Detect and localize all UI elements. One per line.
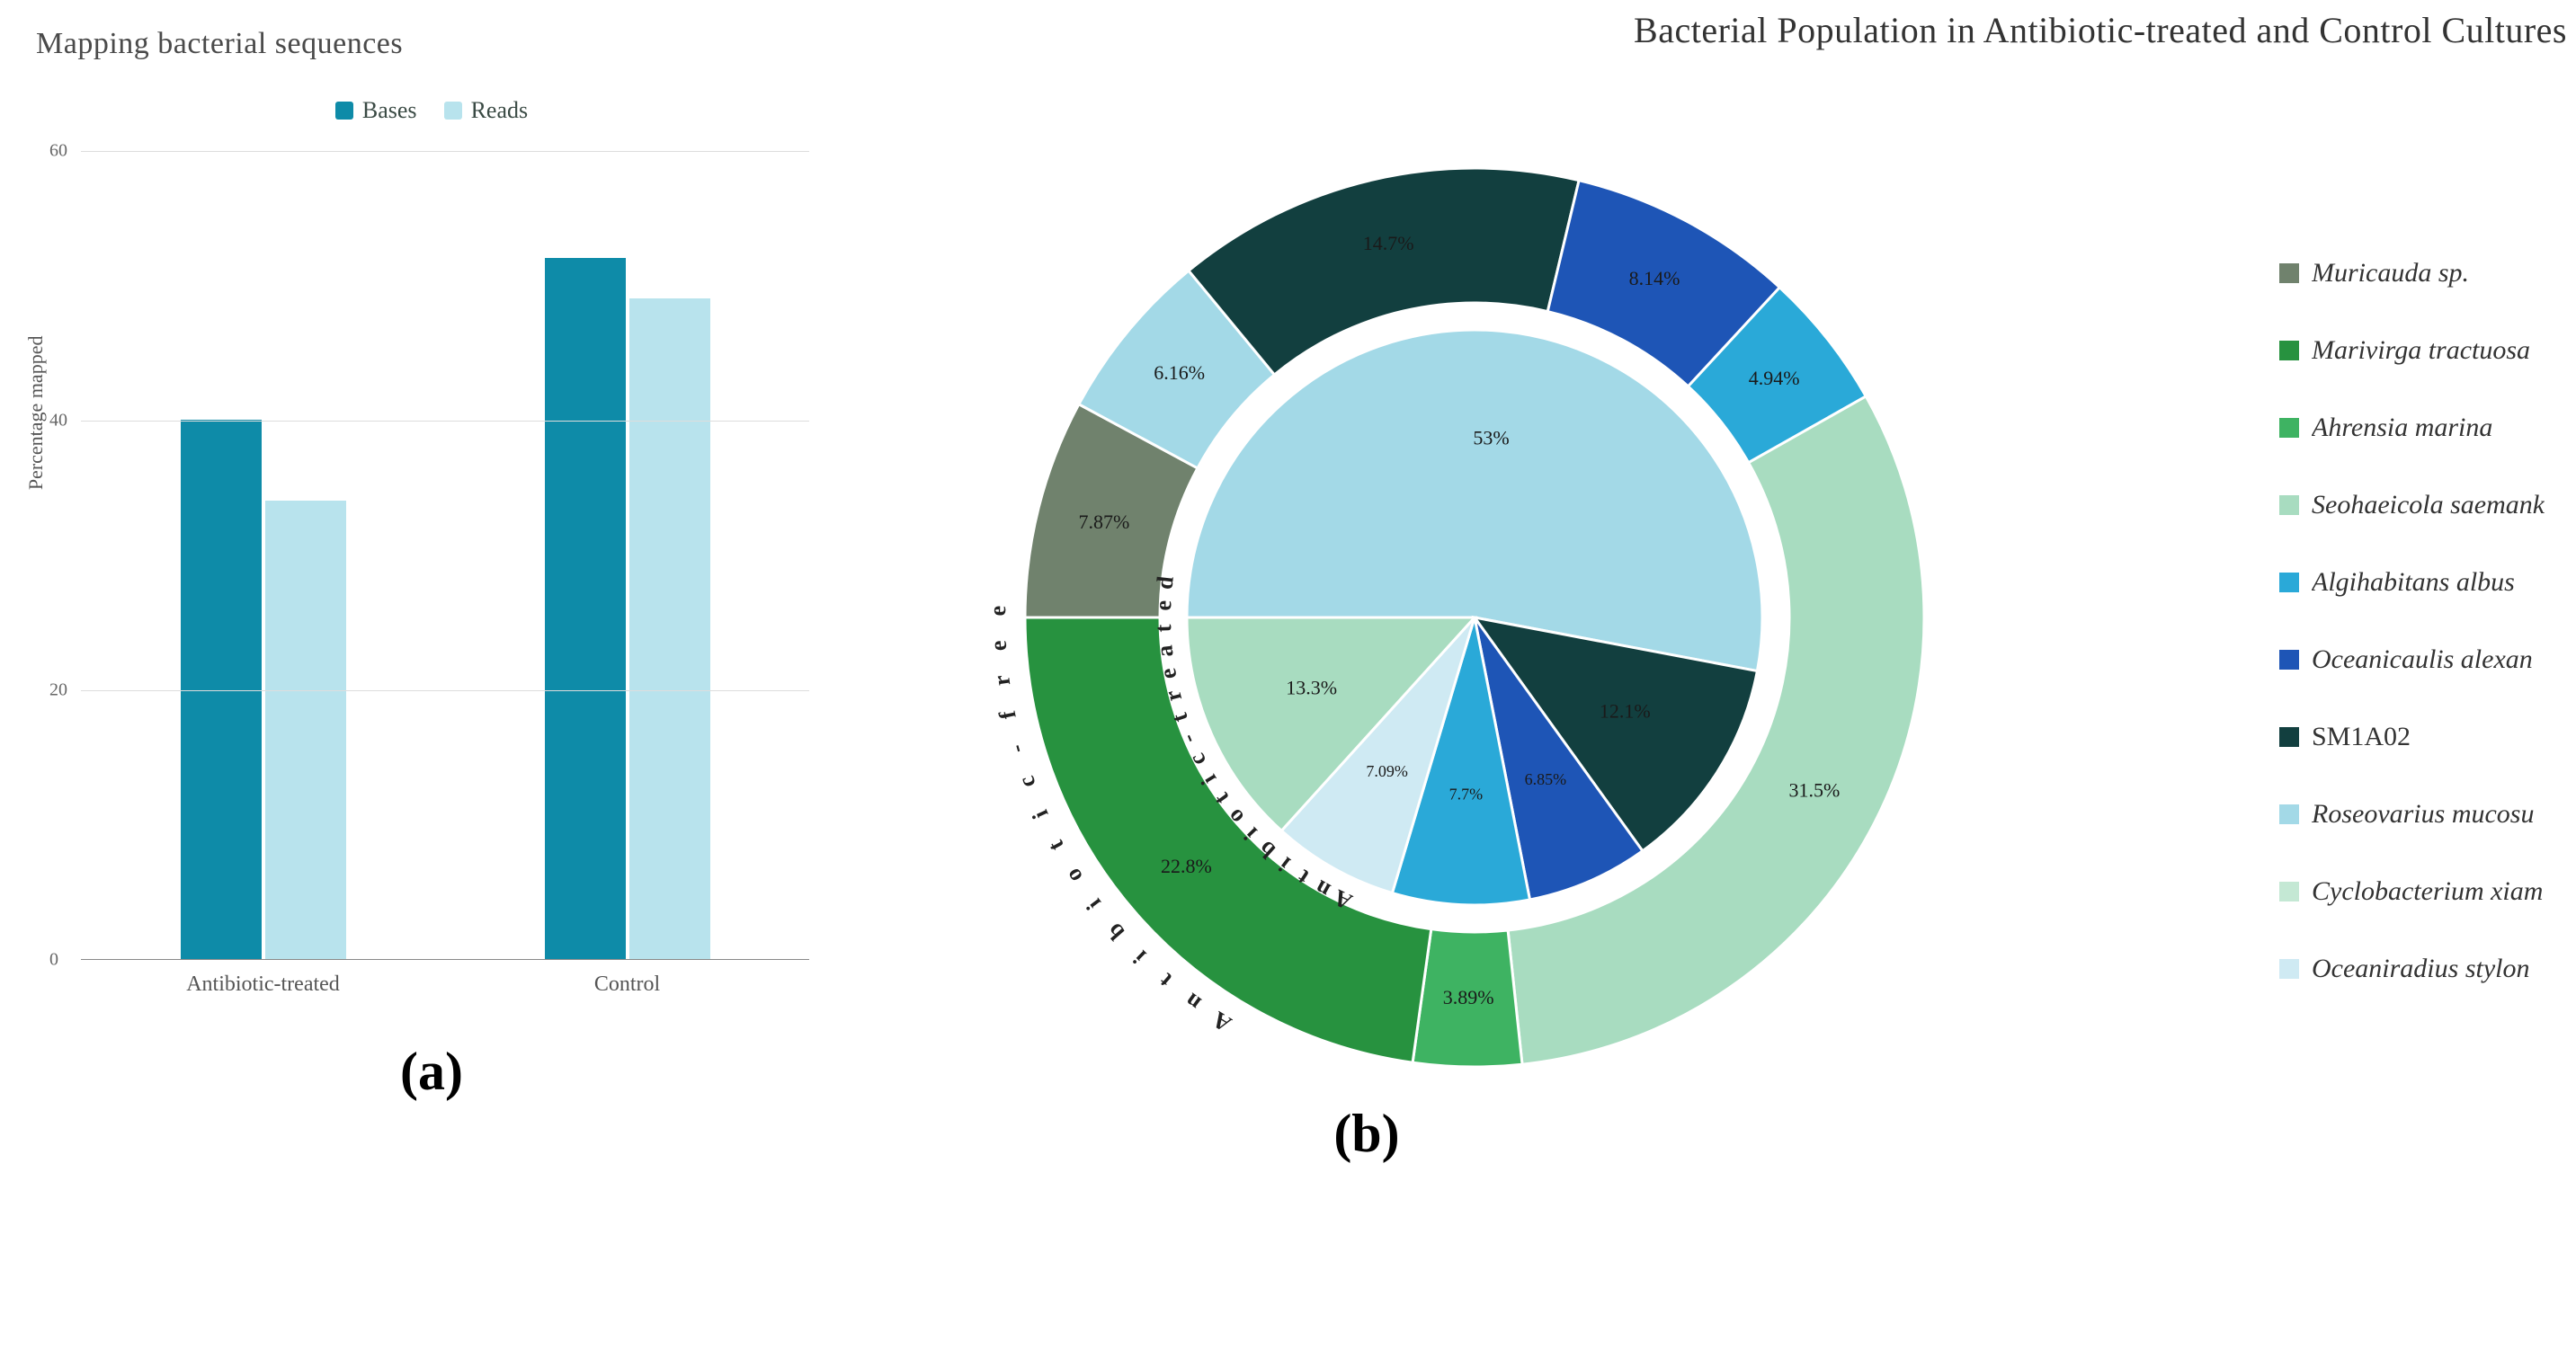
x-category-label: Antibiotic-treated: [186, 973, 340, 997]
svg-text:n: n: [1180, 988, 1206, 1017]
bar: [265, 501, 346, 959]
bar: [545, 258, 626, 959]
svg-text:e: e: [985, 640, 1012, 652]
legend-species-label: Oceaniradius stylon: [2312, 954, 2529, 984]
x-category-label: Control: [594, 973, 660, 997]
legend-species-label: Algihabitans albus: [2312, 567, 2515, 598]
legend-item: Marivirga tractuosa: [2279, 335, 2576, 366]
legend-bases: Bases: [335, 97, 417, 124]
legend-reads: Reads: [444, 97, 529, 124]
pie-legend: Muricauda sp. Marivirga tractuosa Ahrensia…: [2279, 258, 2576, 1031]
legend-species-label: Cyclobacterium xiam: [2312, 876, 2543, 907]
slice-percent-label: 7.87%: [1079, 511, 1130, 533]
legend-species-label: Ahrensia marina: [2312, 413, 2492, 443]
legend-item: Oceanicaulis alexan: [2279, 644, 2576, 675]
svg-text:e: e: [1150, 600, 1176, 611]
donut-svg: 7.87% 6.16% 14.7% 8.14% 4.94% 31.5% 3.89% 22.8%…: [917, 96, 2266, 1085]
grid-line: [81, 690, 809, 691]
legend-swatch: [2279, 727, 2299, 747]
slice-percent-label: 31.5%: [1789, 778, 1841, 801]
svg-text:i: i: [1128, 946, 1152, 969]
slice-percent-label: 14.7%: [1363, 232, 1414, 254]
slice-percent-label: 8.14%: [1629, 267, 1680, 289]
legend-swatch-reads: [444, 102, 462, 120]
legend-swatch: [2279, 341, 2299, 360]
svg-text:o: o: [1059, 864, 1087, 888]
pie-chart-title: Bacterial Population in Antibiotic-treat…: [917, 9, 2567, 51]
legend-label-bases: Bases: [362, 97, 417, 124]
svg-text:d: d: [1151, 574, 1178, 591]
bar-group: Control: [545, 258, 710, 959]
legend-swatch: [2279, 882, 2299, 901]
svg-text:c: c: [1013, 773, 1041, 792]
legend-species-label: Oceanicaulis alexan: [2312, 644, 2533, 675]
panel-b: Bacterial Population in Antibiotic-treat…: [917, 0, 2576, 1258]
legend-item: Muricauda sp.: [2279, 258, 2576, 289]
panel-a: Mapping bacterial sequences Bases Reads …: [36, 27, 827, 1240]
legend-swatch-bases: [335, 102, 353, 120]
y-tick-label: 60: [49, 141, 67, 162]
svg-text:i: i: [1027, 806, 1053, 823]
svg-text:t: t: [1154, 968, 1177, 993]
legend-swatch: [2279, 959, 2299, 979]
legend-item: Algihabitans albus: [2279, 567, 2576, 598]
legend-item: Cyclobacterium xiam: [2279, 876, 2576, 907]
svg-text:b: b: [1101, 918, 1129, 945]
legend-species-label: Roseovarius mucosu: [2312, 799, 2534, 830]
svg-text:f: f: [994, 708, 1021, 722]
legend-item: Seohaeicola saemank: [2279, 490, 2576, 520]
legend-swatch: [2279, 495, 2299, 515]
svg-text:t: t: [1042, 836, 1069, 856]
slice-percent-label: 6.85%: [1525, 770, 1567, 788]
bar-plot-area: Percentage mapped Antibiotic-treatedCont…: [81, 151, 809, 960]
svg-text:i: i: [1082, 894, 1107, 915]
legend-swatch: [2279, 573, 2299, 592]
bars-container: Antibiotic-treatedControl: [81, 151, 809, 960]
svg-text:e: e: [985, 606, 1011, 617]
legend-item: Ahrensia marina: [2279, 413, 2576, 443]
legend-species-label: Marivirga tractuosa: [2312, 335, 2530, 366]
slice-percent-label: 7.7%: [1449, 785, 1484, 803]
bar: [629, 298, 710, 959]
legend-swatch: [2279, 263, 2299, 283]
svg-text:A: A: [1208, 1007, 1235, 1038]
legend-species-label: Muricauda sp.: [2312, 258, 2469, 289]
bar-chart-title: Mapping bacterial sequences: [36, 27, 827, 61]
slice-percent-label: 13.3%: [1286, 677, 1337, 699]
svg-text:r: r: [988, 674, 1015, 688]
legend-swatch: [2279, 418, 2299, 438]
slice-percent-label: 53%: [1473, 427, 1509, 449]
svg-text:-: -: [1003, 742, 1030, 756]
slice-percent-label: 22.8%: [1161, 855, 1212, 877]
svg-text:t: t: [1150, 624, 1176, 633]
slice-percent-label: 6.16%: [1154, 361, 1205, 384]
y-tick-label: 40: [49, 410, 67, 431]
legend-item: SM1A02: [2279, 722, 2576, 752]
slice-percent-label: 7.09%: [1366, 762, 1408, 780]
legend-swatch: [2279, 804, 2299, 824]
grid-line: [81, 421, 809, 422]
slice-percent-label: 12.1%: [1600, 700, 1651, 723]
grid-line: [81, 151, 809, 152]
slice-percent-label: 4.94%: [1749, 367, 1800, 389]
legend-species-label: Seohaeicola saemank: [2312, 490, 2545, 520]
legend-label-reads: Reads: [471, 97, 529, 124]
legend-item: Roseovarius mucosu: [2279, 799, 2576, 830]
panel-b-label: (b): [1277, 1103, 1457, 1165]
panel-a-label: (a): [36, 1041, 827, 1103]
y-tick-label: 20: [49, 679, 67, 700]
legend-swatch: [2279, 650, 2299, 670]
y-axis-label: Percentage mapped: [24, 336, 48, 491]
legend-species-label: SM1A02: [2312, 722, 2411, 752]
legend-item: Oceaniradius stylon: [2279, 954, 2576, 984]
slice-percent-label: 3.89%: [1443, 986, 1494, 1008]
y-tick-label: 0: [49, 950, 58, 971]
bar-legend: Bases Reads: [36, 97, 827, 124]
donut-container: 7.87% 6.16% 14.7% 8.14% 4.94% 31.5% 3.89% 22.8%…: [917, 96, 2576, 1085]
